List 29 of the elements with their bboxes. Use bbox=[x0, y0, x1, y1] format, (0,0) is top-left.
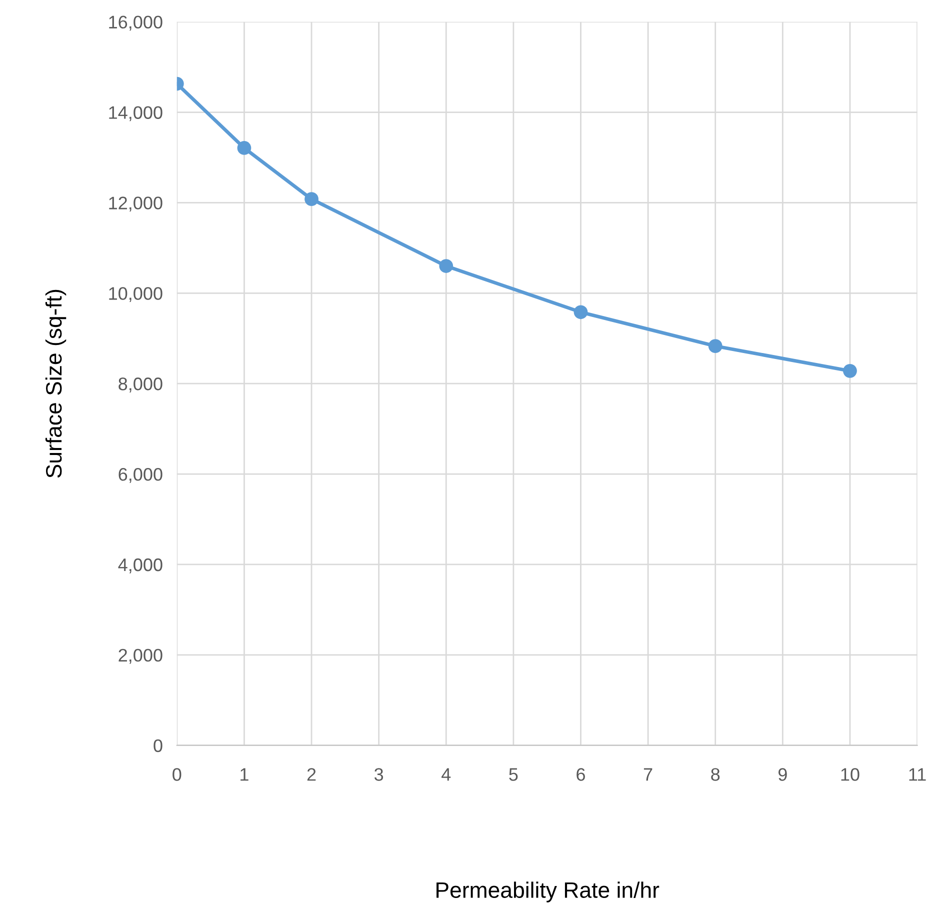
x-tick-label: 6 bbox=[576, 768, 585, 781]
y-tick-label: 2,000 bbox=[118, 648, 162, 664]
x-tick-label: 9 bbox=[778, 768, 787, 781]
point bbox=[304, 192, 318, 206]
y-tick-label: 8,000 bbox=[118, 378, 162, 392]
y-tick-label: 16,000 bbox=[109, 16, 162, 31]
y-axis-title: Surface Size (sq-ft) bbox=[45, 290, 66, 478]
x-tick-label: 3 bbox=[374, 768, 384, 781]
x-tick-label: 11 bbox=[909, 768, 926, 781]
x-axis-title: Permeability Rate in/hr bbox=[436, 882, 660, 902]
point bbox=[439, 259, 454, 273]
x-tick-label: 1 bbox=[240, 768, 248, 781]
x-tick-label: 2 bbox=[307, 768, 316, 781]
y-tick-label: 6,000 bbox=[118, 468, 162, 483]
point bbox=[237, 141, 252, 155]
x-tick-label: 5 bbox=[509, 768, 518, 781]
y-tick-label: 4,000 bbox=[118, 558, 162, 574]
x-tick-label: 8 bbox=[711, 768, 720, 781]
point bbox=[708, 339, 722, 354]
x-tick-label: 10 bbox=[841, 768, 860, 781]
point bbox=[843, 364, 857, 378]
x-tick-label: 7 bbox=[644, 768, 652, 781]
y-tick-label: 12,000 bbox=[109, 196, 162, 212]
x-tick-label: 0 bbox=[172, 768, 182, 781]
point bbox=[574, 305, 588, 320]
y-tick-label: 10,000 bbox=[109, 287, 162, 302]
x-tick-label: 4 bbox=[442, 768, 451, 781]
y-tick-label: 0 bbox=[154, 739, 162, 752]
y-tick-label: 14,000 bbox=[109, 106, 162, 122]
